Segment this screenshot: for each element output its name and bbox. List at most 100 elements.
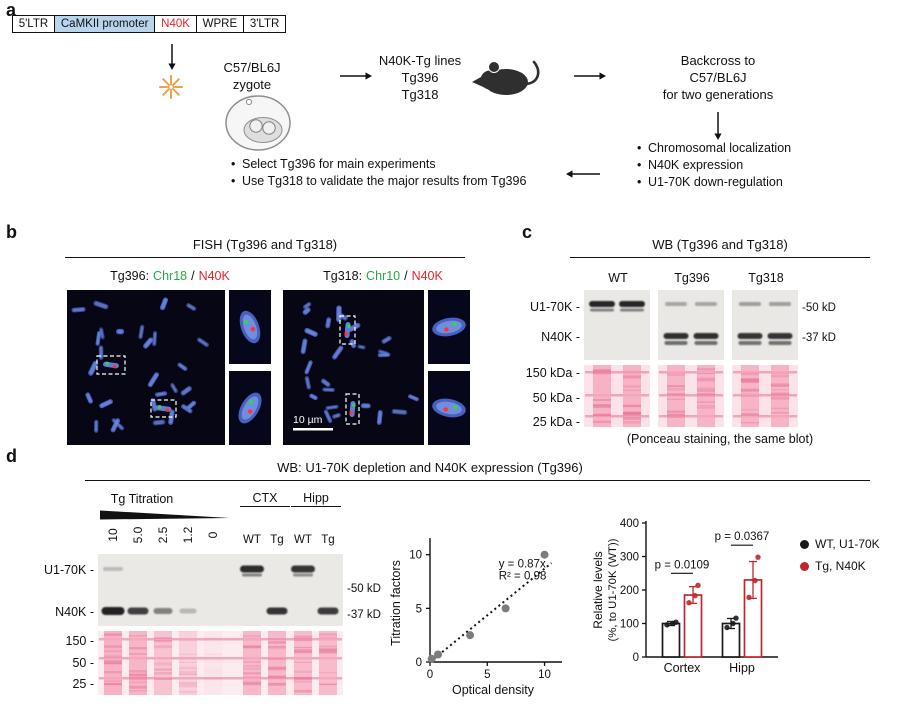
ponceau-d-25: 25 - xyxy=(72,677,94,691)
svg-text:Titration factors: Titration factors xyxy=(389,560,403,646)
blot-d-row-n40k: N40K - xyxy=(55,605,94,619)
panel-c-label: c xyxy=(522,222,533,242)
fish-left-caption-sep: / xyxy=(191,269,195,283)
lane-label-tg318: Tg318 xyxy=(748,271,784,285)
lane-label-wt: WT xyxy=(608,271,628,285)
svg-text:100: 100 xyxy=(620,619,639,631)
ctx-wt-label: WT xyxy=(243,534,261,546)
group-label-ctx: CTX xyxy=(240,491,290,507)
tg-lines-line2: Tg396 xyxy=(401,70,439,85)
transgene-construct-diagram: 5'LTR CaMKII promoter N40K WPRE 3'LTR xyxy=(11,15,287,33)
svg-text:y = 0.87x: y = 0.87x xyxy=(499,559,546,571)
titration-ponceau-image xyxy=(98,631,343,695)
hipp-wt-label: WT xyxy=(294,534,312,546)
blot-row-n40k: N40K - xyxy=(541,330,580,344)
relative-levels-bar-chart: 0 100 200 300 400 p = 0.0109 Cortex p = 0.0367 H… xyxy=(591,518,778,675)
injection-sparkle-icon xyxy=(159,75,183,99)
backcross-line1: Backcross to xyxy=(680,53,756,68)
zygote-icon xyxy=(225,95,291,151)
blot-d-mw-50: -50 kD xyxy=(347,583,381,595)
titration-wedge-icon xyxy=(100,510,230,520)
hipp-tg-label: Tg xyxy=(321,534,335,546)
ponceau-caption: (Ponceau staining, the same blot) xyxy=(626,432,814,446)
workflow-arrows xyxy=(168,44,722,178)
svg-text:Cortex: Cortex xyxy=(664,661,702,675)
panel-c-title: WB (Tg396 and Tg318) xyxy=(652,237,788,252)
zygote-label-line1: C57/BL6J xyxy=(223,60,281,75)
construct-box-5ltr: 5'LTR xyxy=(11,15,56,33)
legend-item-wt: WT, U1-70K xyxy=(800,537,880,551)
validation-checklist: Chromosomal localization N40K expression… xyxy=(634,140,844,191)
tg-lines-line1: N40K-Tg lines xyxy=(378,53,462,68)
svg-text:(%, to U1-70K (WT)): (%, to U1-70K (WT)) xyxy=(607,538,619,641)
fish-right-caption-sep: / xyxy=(404,269,408,283)
panel-d-title: WB: U1-70K depletion and N40K expression… xyxy=(277,460,583,475)
fish-inset-tg318-bottom xyxy=(428,371,470,445)
mouse-icon xyxy=(472,60,540,95)
svg-text:0: 0 xyxy=(416,657,422,669)
svg-text:300: 300 xyxy=(620,552,639,564)
panel-a-label: a xyxy=(6,0,17,20)
fish-right-caption-chr: Chr10 xyxy=(366,269,401,283)
ponceau-stain-image xyxy=(584,365,798,427)
ponceau-label-25: 25 kDa - xyxy=(532,415,580,429)
tg-lines-line3: Tg318 xyxy=(401,87,439,102)
decision-item-1: Select Tg396 for main experiments xyxy=(228,156,568,173)
titration-value-1-2: 1.2 xyxy=(181,526,195,544)
decision-item-2: Use Tg318 to validate the major results … xyxy=(228,173,568,190)
titration-value-2-5: 2.5 xyxy=(156,526,170,544)
svg-text:p = 0.0367: p = 0.0367 xyxy=(715,531,770,543)
fish-left-caption-chr: Chr18 xyxy=(153,269,188,283)
titration-value-5: 5.0 xyxy=(131,526,145,544)
legend-item-tg: Tg, N40K xyxy=(800,559,866,573)
svg-text:5: 5 xyxy=(484,669,490,681)
svg-text:400: 400 xyxy=(620,518,639,530)
mw-marker-50: -50 kD xyxy=(802,302,836,314)
mw-marker-37: -37 kD xyxy=(802,332,836,344)
svg-text:Optical density: Optical density xyxy=(452,683,535,697)
zygote-label-line2: zygote xyxy=(232,76,272,92)
fish-right-caption-prefix: Tg318: xyxy=(323,269,363,283)
construct-box-n40k: N40K xyxy=(154,15,197,33)
blot-d-row-u170k: U1-70K - xyxy=(43,563,94,577)
titration-label: Tg Titration xyxy=(110,492,174,506)
fish-left-caption-gene: N40K xyxy=(198,269,230,283)
backcross-line3: for two generations xyxy=(662,87,774,102)
svg-text:10 µm: 10 µm xyxy=(293,414,323,426)
construct-box-3ltr: 3'LTR xyxy=(242,15,287,33)
fish-left-caption-prefix: Tg396: xyxy=(110,269,150,283)
fish-right-caption-gene: N40K xyxy=(411,269,443,283)
svg-text:Hipp: Hipp xyxy=(729,661,755,675)
panel-b-rule xyxy=(65,257,465,259)
ponceau-d-50: 50 - xyxy=(72,656,94,670)
svg-text:5: 5 xyxy=(416,603,422,615)
decision-list: Select Tg396 for main experiments Use Tg… xyxy=(228,156,568,190)
svg-text:0: 0 xyxy=(427,669,433,681)
svg-text:Relative levels: Relative levels xyxy=(591,551,605,628)
fish-image-tg318: 10 µm xyxy=(283,290,424,445)
ponceau-label-150: 150 kDa - xyxy=(525,366,580,380)
ctx-tg-label: Tg xyxy=(270,534,284,546)
fish-inset-tg396-top xyxy=(229,290,271,364)
tg-legend-dot-icon xyxy=(800,561,809,571)
tg-lines-label: N40K-Tg lines Tg396 Tg318 xyxy=(372,52,468,103)
zygote-label: C57/BL6J zygote xyxy=(200,60,304,93)
blot-d-mw-37: -37 kD xyxy=(347,609,381,621)
check-item-2: N40K expression xyxy=(634,157,844,174)
ponceau-label-50: 50 kDa - xyxy=(532,391,580,405)
svg-text:200: 200 xyxy=(620,585,639,597)
backcross-label: Backcross to C57/BL6J for two generation… xyxy=(627,52,809,103)
titration-value-10: 10 xyxy=(106,528,120,542)
svg-text:p = 0.0109: p = 0.0109 xyxy=(655,559,710,571)
fish-right-caption: Tg318: Chr10 / N40K xyxy=(283,269,483,283)
check-item-3: U1-70K down-regulation xyxy=(634,174,844,191)
fish-image-tg396 xyxy=(67,290,225,445)
svg-text:0: 0 xyxy=(633,652,639,664)
wt-legend-label: WT, U1-70K xyxy=(815,537,880,551)
panel-b-title: FISH (Tg396 and Tg318) xyxy=(192,237,338,252)
panel-d-label: d xyxy=(6,446,17,466)
panel-d-rule xyxy=(85,480,870,482)
panel-b-label: b xyxy=(6,222,17,242)
